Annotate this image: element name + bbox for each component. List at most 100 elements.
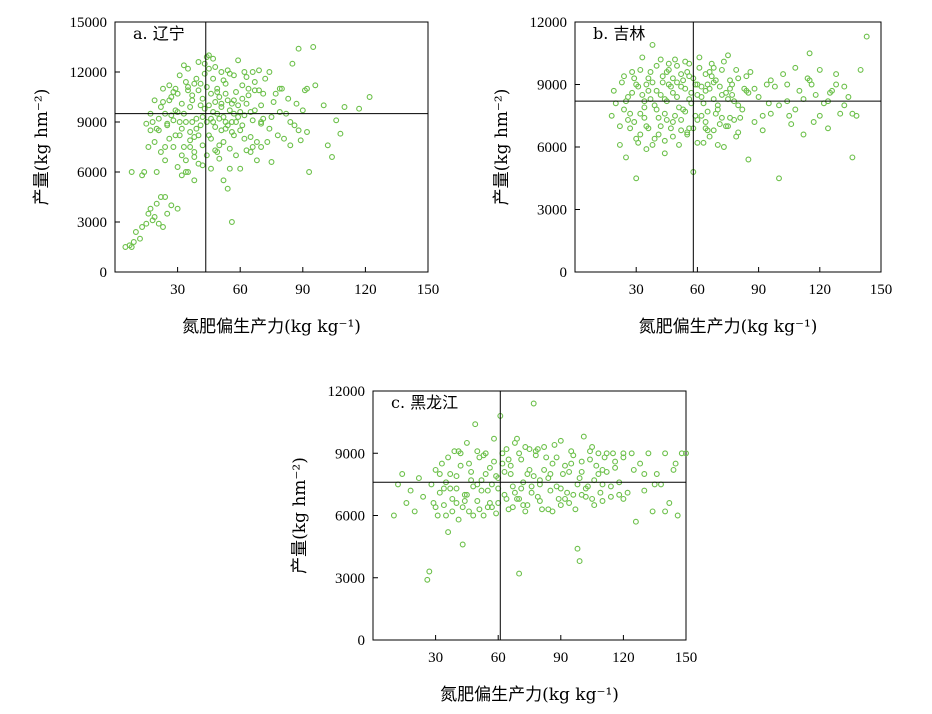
panel-title: b. 吉林 bbox=[593, 24, 645, 43]
data-point bbox=[189, 97, 196, 104]
data-point bbox=[333, 117, 340, 124]
data-point bbox=[249, 144, 256, 150]
data-point bbox=[291, 122, 298, 129]
data-point bbox=[827, 89, 833, 96]
y-tick-label: 3000 bbox=[537, 203, 567, 219]
data-point bbox=[599, 498, 606, 504]
data-point bbox=[199, 142, 206, 149]
data-point bbox=[578, 491, 585, 498]
data-point bbox=[212, 124, 219, 130]
data-point bbox=[128, 244, 135, 250]
data-point bbox=[641, 114, 648, 121]
data-point bbox=[601, 454, 608, 461]
data-point bbox=[228, 119, 235, 125]
data-point bbox=[718, 66, 725, 73]
data-point bbox=[189, 92, 196, 99]
panel-title: a. 辽宁 bbox=[133, 24, 185, 43]
data-point bbox=[526, 446, 533, 453]
data-point bbox=[233, 152, 239, 159]
data-point bbox=[629, 89, 636, 96]
data-point bbox=[625, 116, 631, 123]
data-point bbox=[270, 99, 277, 105]
x-tick-label: 150 bbox=[417, 282, 440, 298]
data-point bbox=[151, 139, 158, 145]
data-point bbox=[751, 85, 758, 92]
data-point bbox=[237, 165, 244, 172]
data-point bbox=[216, 115, 223, 122]
data-point bbox=[337, 130, 344, 137]
data-point bbox=[251, 87, 258, 94]
data-point bbox=[241, 135, 248, 142]
data-point bbox=[570, 491, 577, 498]
data-point bbox=[704, 81, 711, 88]
data-point bbox=[621, 73, 627, 80]
data-point bbox=[264, 139, 271, 145]
data-point bbox=[245, 85, 252, 92]
data-point bbox=[193, 115, 200, 122]
x-axis-label: 氮肥偏生产力(kg kg⁻¹) bbox=[440, 685, 619, 705]
data-point bbox=[710, 79, 717, 86]
data-point bbox=[702, 125, 709, 132]
data-point bbox=[549, 460, 556, 467]
data-point bbox=[647, 69, 654, 75]
x-tick-label: 60 bbox=[491, 650, 506, 666]
data-point bbox=[187, 129, 194, 135]
data-point bbox=[329, 154, 335, 160]
data-point bbox=[616, 141, 623, 148]
data-point bbox=[706, 69, 713, 75]
data-point bbox=[160, 99, 166, 105]
data-point bbox=[566, 500, 573, 506]
data-point bbox=[629, 69, 636, 75]
data-point bbox=[706, 133, 713, 140]
data-point bbox=[676, 141, 682, 148]
data-point bbox=[205, 52, 212, 59]
data-point bbox=[445, 529, 452, 536]
data-point bbox=[195, 59, 202, 65]
data-point bbox=[256, 67, 262, 74]
data-point bbox=[662, 508, 669, 515]
data-point bbox=[356, 105, 363, 112]
y-tick-label: 3000 bbox=[77, 215, 107, 231]
data-point bbox=[266, 69, 273, 75]
data-point bbox=[680, 77, 687, 84]
data-point bbox=[251, 79, 258, 85]
data-point bbox=[216, 94, 223, 100]
data-point bbox=[796, 87, 803, 94]
data-point bbox=[187, 104, 194, 110]
x-tick-label: 120 bbox=[354, 282, 377, 298]
data-point bbox=[557, 502, 564, 509]
data-point bbox=[304, 85, 310, 92]
data-point bbox=[205, 65, 212, 72]
data-point bbox=[532, 452, 539, 459]
data-point bbox=[312, 82, 319, 89]
data-point bbox=[837, 110, 844, 117]
data-point bbox=[233, 119, 239, 125]
data-point bbox=[530, 473, 537, 480]
data-point bbox=[415, 475, 422, 482]
data-point bbox=[168, 112, 175, 119]
data-point bbox=[723, 123, 729, 130]
data-point bbox=[459, 504, 466, 511]
data-point bbox=[310, 44, 317, 50]
data-point bbox=[678, 450, 685, 457]
data-point bbox=[191, 149, 198, 155]
data-point bbox=[714, 141, 721, 148]
y-tick-label: 9000 bbox=[537, 78, 567, 94]
data-point bbox=[474, 498, 481, 504]
panel-title: c. 黑龙江 bbox=[391, 393, 458, 412]
data-point bbox=[624, 489, 631, 496]
data-point bbox=[661, 137, 668, 144]
data-point bbox=[247, 109, 254, 115]
data-point bbox=[436, 489, 443, 496]
data-point bbox=[449, 508, 456, 515]
data-point bbox=[220, 177, 227, 184]
data-point bbox=[191, 154, 198, 160]
data-point bbox=[682, 85, 689, 92]
data-point bbox=[208, 135, 214, 142]
data-point bbox=[222, 90, 229, 97]
data-point bbox=[669, 75, 676, 82]
data-point bbox=[253, 139, 260, 145]
data-point bbox=[863, 33, 870, 40]
data-point bbox=[218, 127, 225, 134]
data-point bbox=[463, 439, 470, 446]
